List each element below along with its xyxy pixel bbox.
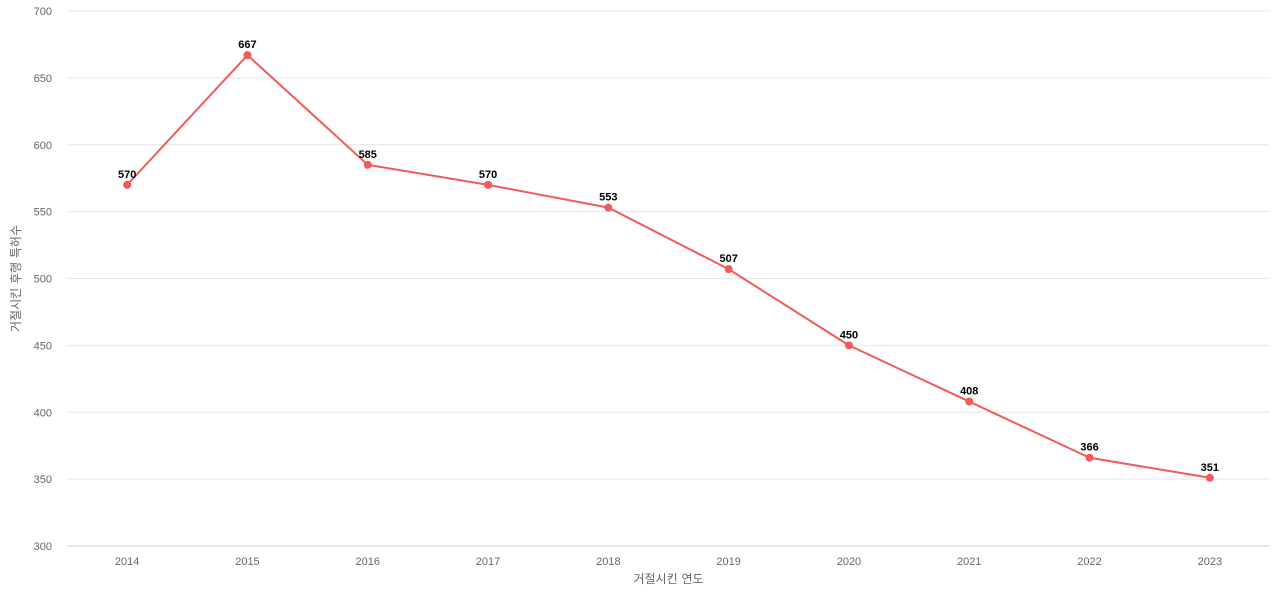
data-point[interactable] [604, 203, 613, 212]
data-point[interactable] [363, 160, 372, 169]
x-tick-label: 2014 [115, 556, 139, 568]
x-tick-label: 2018 [596, 556, 620, 568]
data-label: 408 [960, 386, 978, 398]
x-tick-label: 2022 [1077, 556, 1101, 568]
x-tick-label: 2020 [837, 556, 861, 568]
y-tick-label: 400 [34, 407, 52, 419]
series-group [123, 51, 1214, 482]
data-labels: 570 667 585 570 553 507 450 408 366 351 [118, 39, 1219, 474]
data-point[interactable] [123, 180, 132, 189]
y-axis: 300 350 400 450 500 550 600 650 700 [34, 6, 52, 553]
y-tick-label: 450 [34, 340, 52, 352]
y-tick-label: 300 [34, 541, 52, 553]
x-axis: 2014 2015 2016 2017 2018 2019 2020 2021 2022 2023 [67, 545, 1270, 568]
y-tick-label: 550 [34, 207, 52, 219]
data-label: 553 [599, 192, 617, 204]
y-tick-label: 500 [34, 274, 52, 286]
y-tick-label: 600 [34, 140, 52, 152]
data-point[interactable] [243, 51, 252, 60]
data-label: 366 [1080, 442, 1098, 454]
data-label: 351 [1201, 462, 1219, 474]
y-axis-title: 거절시킨 후행 특허수 [8, 225, 23, 332]
x-tick-label: 2015 [235, 556, 259, 568]
x-tick-label: 2021 [957, 556, 981, 568]
x-tick-label: 2019 [716, 556, 740, 568]
data-point[interactable] [1205, 473, 1214, 482]
data-label: 570 [118, 169, 136, 181]
x-tick-label: 2017 [476, 556, 500, 568]
x-tick-label: 2023 [1198, 556, 1222, 568]
series-line [126, 54, 1211, 479]
x-axis-title: 거절시킨 연도 [633, 572, 703, 586]
data-point[interactable] [844, 341, 853, 350]
y-tick-label: 700 [34, 6, 52, 18]
data-point[interactable] [965, 397, 974, 406]
data-point[interactable] [484, 180, 493, 189]
y-tick-label: 350 [34, 474, 52, 486]
data-label: 570 [479, 169, 497, 181]
data-label: 507 [719, 253, 737, 265]
data-point[interactable] [724, 265, 733, 274]
data-label: 450 [840, 329, 858, 341]
data-point[interactable] [1085, 453, 1094, 462]
y-tick-label: 650 [34, 73, 52, 85]
data-label: 585 [359, 149, 377, 161]
grid-lines [67, 10, 1270, 480]
data-label: 667 [238, 39, 256, 51]
x-tick-label: 2016 [356, 556, 380, 568]
